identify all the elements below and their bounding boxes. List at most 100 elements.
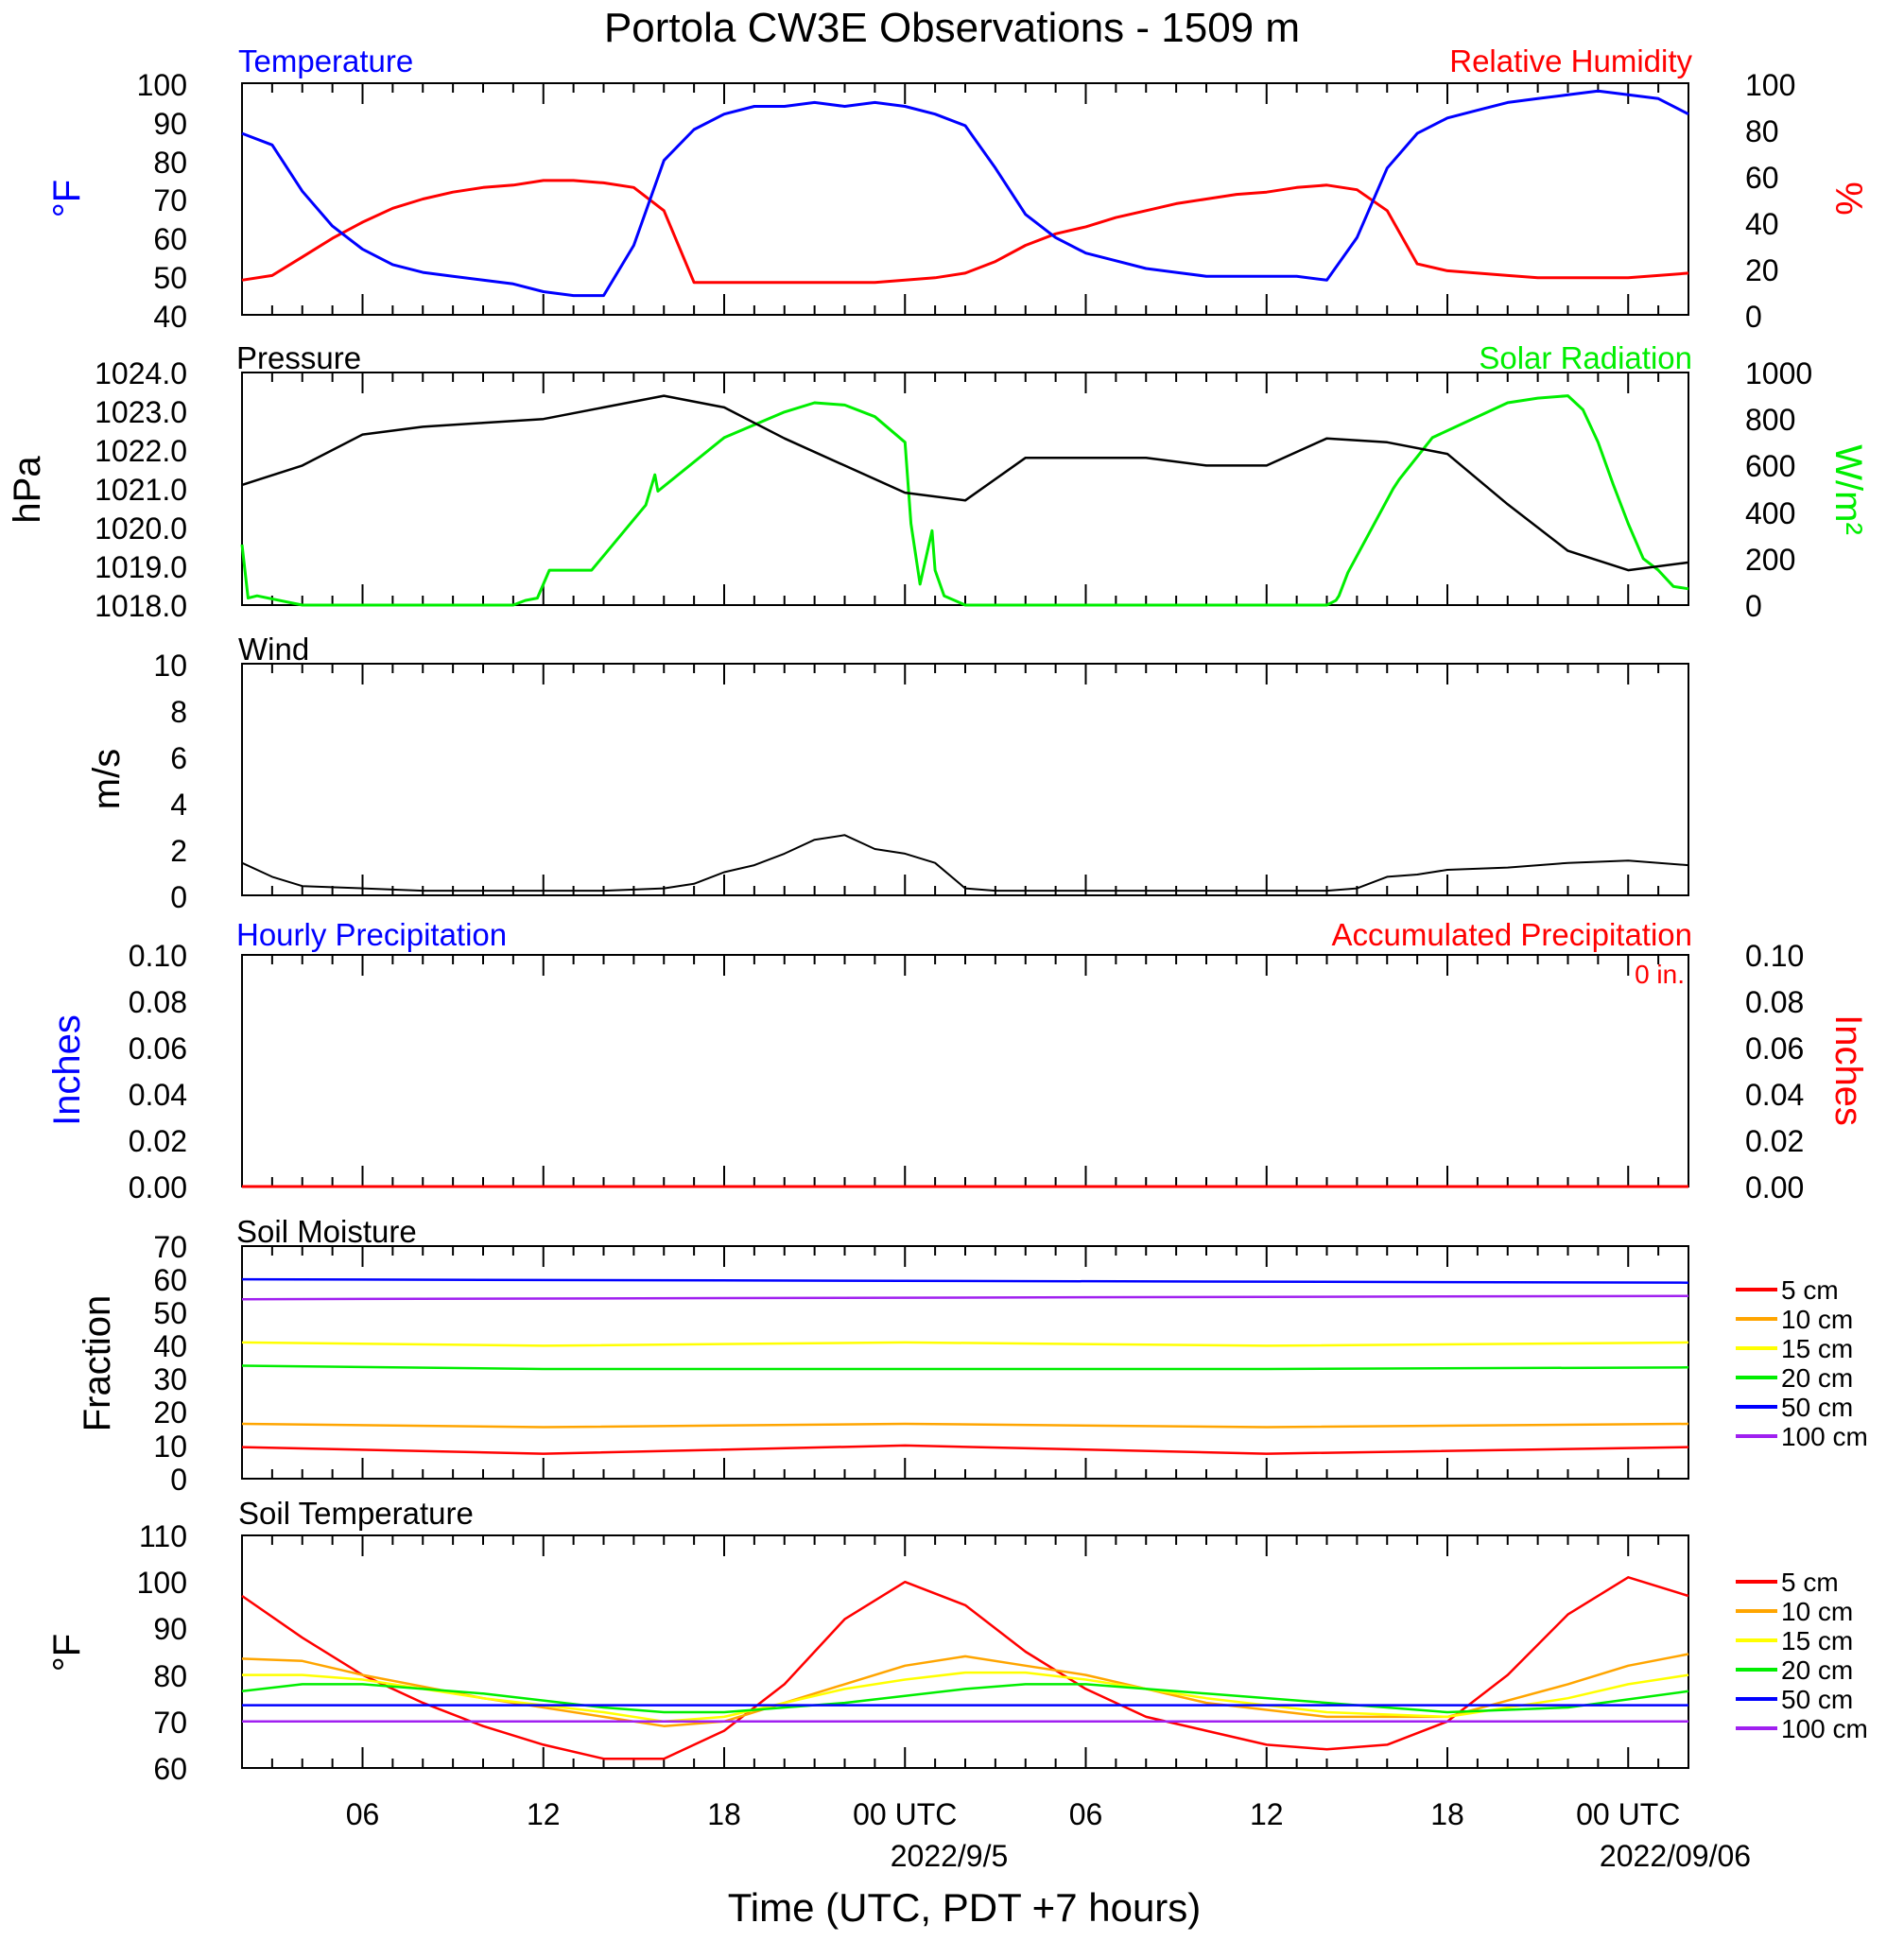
series-line-pressure	[241, 394, 1689, 572]
series-line-20-cm	[241, 1364, 1689, 1371]
left-tick-label: 2	[170, 834, 187, 868]
right-tick-label: 80	[1745, 114, 1779, 148]
right-tick-label: 600	[1745, 449, 1795, 483]
legend-label: 100 cm	[1781, 1714, 1868, 1743]
left-tick-label: 0.02	[129, 1124, 187, 1158]
plot-frame	[241, 954, 1689, 1187]
panel-right-title: Accumulated Precipitation	[1331, 917, 1692, 952]
series-line-5-cm	[241, 1444, 1689, 1455]
tick-marks	[270, 955, 1660, 1187]
left-tick-label: 0	[170, 1463, 187, 1497]
right-tick-label: 800	[1745, 403, 1795, 437]
date-label: 2022/9/5	[891, 1839, 1009, 1873]
panel-soil-temperature: Soil Temperature °F 110 100 90 80 70 60 …	[46, 1496, 1868, 1786]
tick-marks	[270, 373, 1660, 605]
right-tick-label: 100	[1745, 68, 1795, 102]
left-tick-label: 10	[153, 649, 187, 683]
panel-temperature-humidity: Temperature Relative Humidity °F % 100 9…	[46, 43, 1869, 334]
panel-left-title: Soil Temperature	[238, 1496, 474, 1531]
right-tick-label: 200	[1745, 543, 1795, 577]
left-tick-label: 40	[153, 1329, 187, 1363]
series-group	[240, 394, 1689, 607]
right-tick-label: 1000	[1745, 356, 1812, 390]
left-tick-label: 20	[153, 1395, 187, 1430]
series-group	[241, 89, 1689, 298]
left-tick-label: 1021.0	[95, 473, 187, 507]
series-line-20-cm	[241, 1683, 1689, 1714]
series-line-temperature	[241, 89, 1689, 298]
left-tick-label: 60	[153, 1752, 187, 1786]
x-tick-label: 00 UTC	[853, 1797, 957, 1831]
series-line-relative-humidity	[241, 179, 1689, 285]
panel-left-title: Soil Moisture	[236, 1214, 417, 1249]
series-group	[241, 834, 1689, 893]
right-tick-label: 0.08	[1745, 985, 1804, 1019]
legend-label: 50 cm	[1781, 1685, 1853, 1714]
legend-label: 20 cm	[1781, 1655, 1853, 1685]
left-axis-unit: Fraction	[77, 1295, 118, 1432]
series-line-10-cm	[241, 1422, 1689, 1429]
left-tick-label: 1019.0	[95, 550, 187, 584]
x-axis-label: Time (UTC, PDT +7 hours)	[728, 1885, 1202, 1930]
right-tick-label: 40	[1745, 207, 1779, 241]
tick-marks	[270, 664, 1660, 895]
right-tick-label: 60	[1745, 161, 1779, 195]
chart-title: Portola CW3E Observations - 1509 m	[604, 5, 1300, 51]
legend-label: 15 cm	[1781, 1334, 1853, 1363]
left-tick-label: 30	[153, 1362, 187, 1396]
right-axis-unit: W/m²	[1827, 444, 1869, 535]
series-group	[241, 1277, 1689, 1455]
series-group	[241, 1576, 1689, 1760]
tick-marks	[270, 1535, 1660, 1768]
series-line-50-cm	[241, 1277, 1689, 1284]
series-line-5-cm	[241, 1576, 1689, 1760]
x-tick-label: 18	[707, 1797, 741, 1831]
right-tick-label: 0	[1745, 300, 1762, 334]
left-axis-unit: m/s	[86, 749, 128, 809]
panel-wind: Wind m/s 10 8 6 4 2 0	[86, 632, 1689, 914]
left-axis-unit: °F	[46, 1634, 88, 1672]
legend-label: 20 cm	[1781, 1363, 1853, 1393]
panel-right-title: Relative Humidity	[1449, 43, 1692, 78]
panel-left-title: Temperature	[238, 43, 413, 78]
left-axis-unit: °F	[46, 180, 88, 217]
series-line-wind	[241, 834, 1689, 893]
series-line-solar-radiation	[240, 394, 1689, 607]
left-tick-label: 60	[153, 1263, 187, 1297]
left-axis-unit: hPa	[7, 456, 48, 524]
left-tick-label: 0.10	[129, 939, 187, 973]
left-axis-unit: Inches	[46, 1014, 88, 1126]
left-tick-label: 0	[170, 880, 187, 914]
plot-frame	[241, 82, 1689, 316]
left-tick-label: 4	[170, 788, 187, 822]
left-tick-label: 0.00	[129, 1170, 187, 1204]
panel-left-title: Wind	[238, 632, 309, 667]
right-tick-label: 0.00	[1745, 1170, 1804, 1204]
left-tick-label: 110	[139, 1519, 187, 1553]
left-tick-label: 0.06	[129, 1031, 187, 1066]
right-tick-label: 0.06	[1745, 1031, 1804, 1066]
legend-label: 50 cm	[1781, 1393, 1853, 1422]
legend-label: 5 cm	[1781, 1568, 1839, 1597]
left-tick-label: 1018.0	[95, 589, 187, 623]
left-tick-label: 1023.0	[95, 395, 187, 429]
legend-label: 10 cm	[1781, 1305, 1853, 1334]
right-tick-label: 0.04	[1745, 1078, 1804, 1112]
left-tick-label: 10	[153, 1430, 187, 1464]
right-tick-label: 0	[1745, 589, 1762, 623]
panel-right-title: Solar Radiation	[1479, 340, 1692, 375]
panel-precipitation: Hourly Precipitation Accumulated Precipi…	[46, 917, 1869, 1204]
left-tick-label: 70	[153, 183, 187, 217]
x-tick-label: 06	[346, 1797, 380, 1831]
series-line-15-cm	[241, 1341, 1689, 1347]
series-line-15-cm	[242, 1671, 1689, 1724]
left-tick-label: 1020.0	[95, 511, 187, 546]
plot-frame	[241, 372, 1689, 606]
panel-left-title: Pressure	[236, 340, 361, 375]
left-tick-label: 100	[137, 1566, 187, 1600]
left-tick-label: 6	[170, 741, 187, 775]
left-tick-label: 80	[153, 1659, 187, 1693]
right-tick-label: 0.10	[1745, 939, 1804, 973]
left-tick-label: 0.08	[129, 985, 187, 1019]
